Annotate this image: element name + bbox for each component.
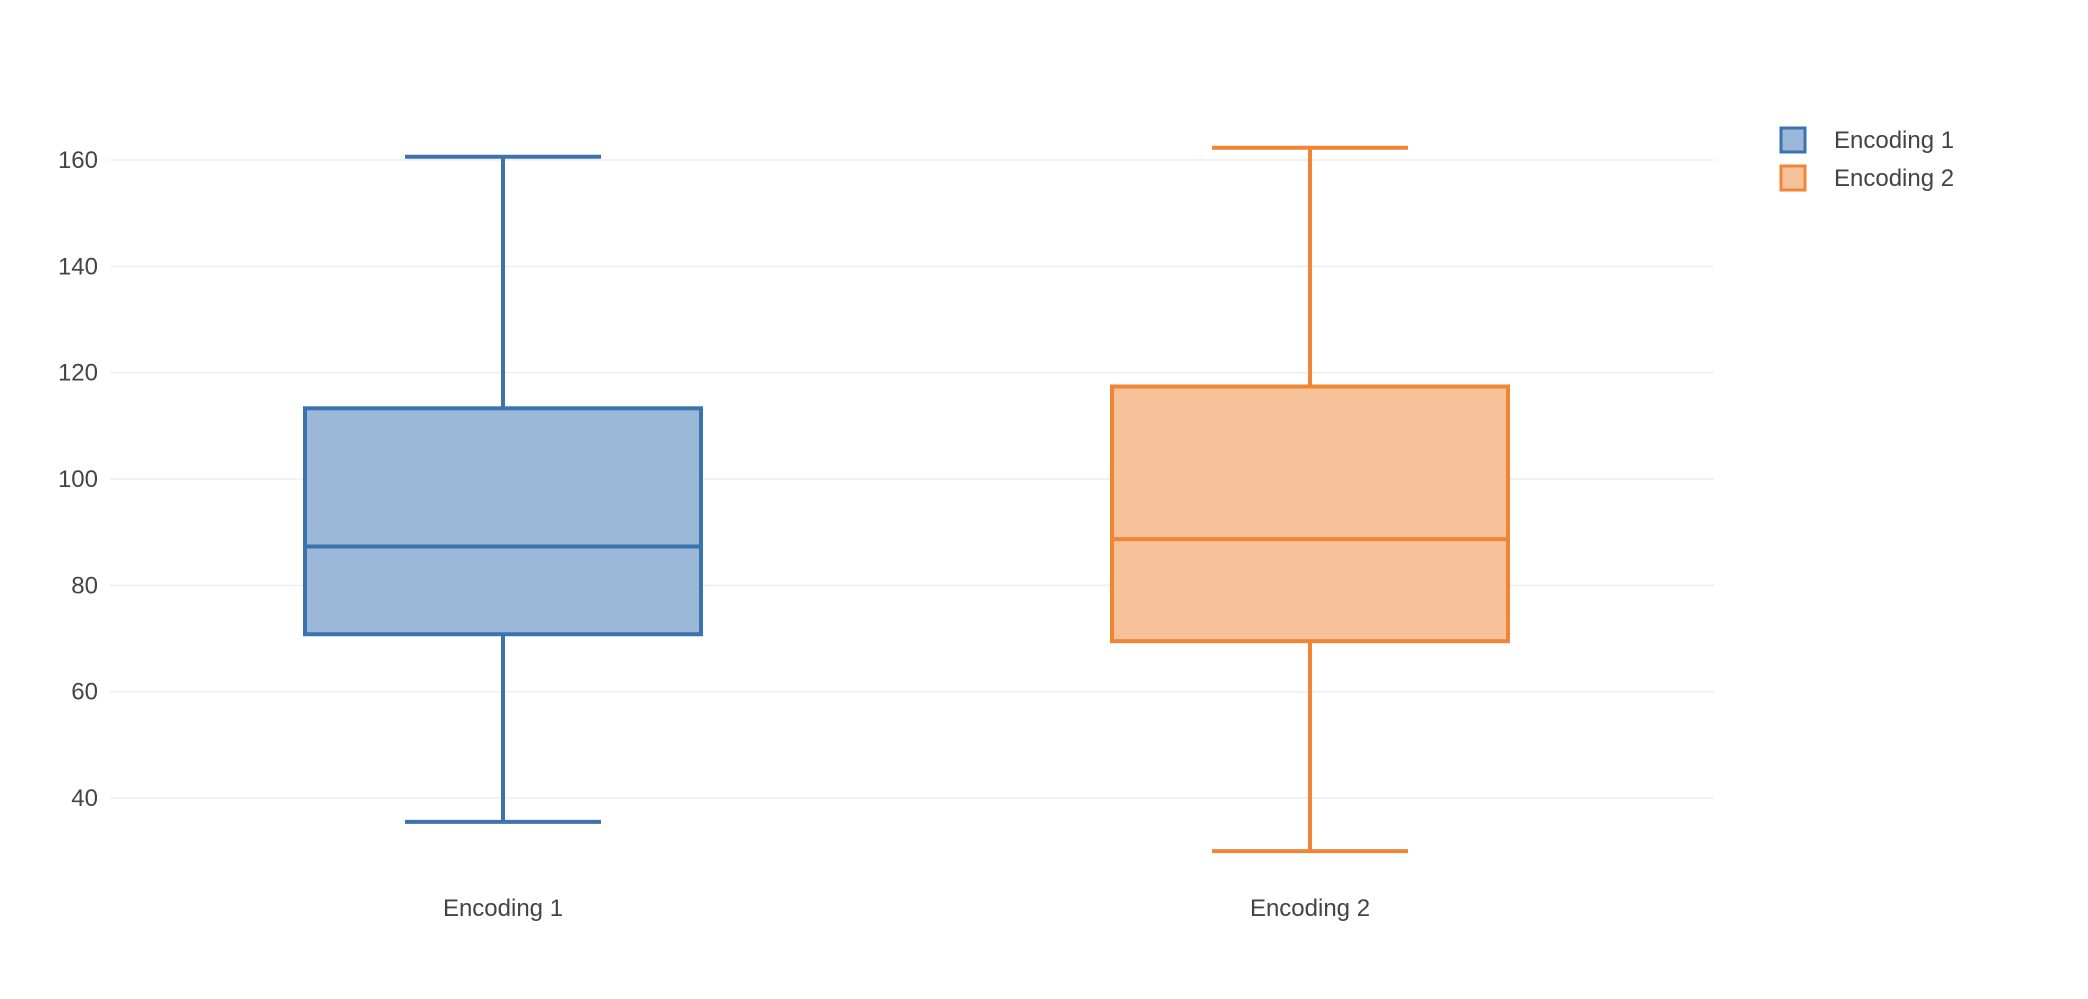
legend[interactable]: Encoding 1 Encoding 2 [1779,126,1954,192]
y-tick-label-80: 80 [71,572,98,599]
y-tick-label-120: 120 [58,360,98,387]
x-tick-label-2: Encoding 2 [1250,895,1370,922]
legend-swatch [1779,164,1807,192]
y-tick-label-160: 160 [58,147,98,174]
interquartile-box [1110,384,1510,644]
legend-label: Encoding 2 [1834,165,1954,192]
x-axis-tick-labels: Encoding 1 Encoding 2 [443,895,1370,922]
y-axis-tick-labels: 40 60 80 100 120 140 160 [58,147,98,812]
legend-swatch [1779,126,1807,154]
legend-item-2[interactable]: Encoding 2 [1779,164,1954,192]
y-tick-label-100: 100 [58,466,98,493]
x-tick-label-1: Encoding 1 [443,895,563,922]
legend-item-1[interactable]: Encoding 1 [1779,126,1954,154]
box-traces [303,145,1510,854]
y-tick-label-140: 140 [58,253,98,280]
box-trace-2[interactable] [1110,145,1510,854]
y-tick-label-60: 60 [71,679,98,706]
legend-label: Encoding 1 [1834,127,1954,154]
box-trace-1[interactable] [303,154,703,824]
y-tick-label-40: 40 [71,785,98,812]
interquartile-box [303,406,703,637]
